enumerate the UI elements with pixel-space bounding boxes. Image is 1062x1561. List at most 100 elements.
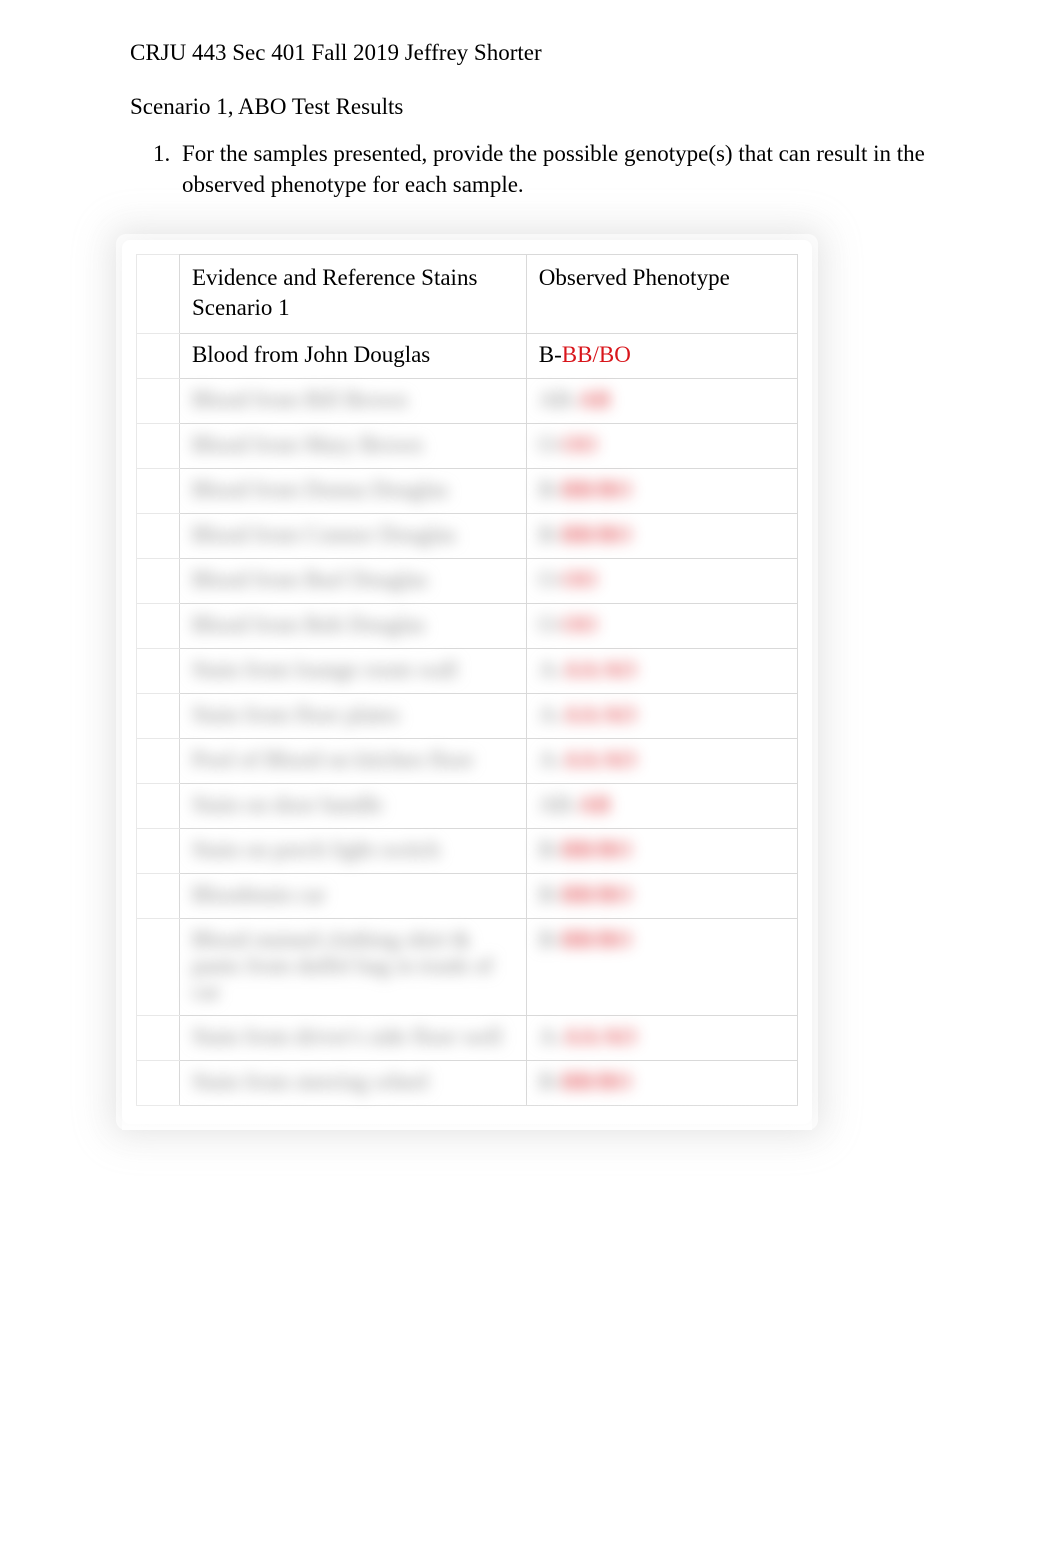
phenotype-prefix: O- xyxy=(539,567,563,592)
phenotype-genotype: BB/BO xyxy=(562,1069,631,1094)
cell-phenotype: O-OO xyxy=(526,423,797,468)
phenotype-genotype: AA/AO xyxy=(563,702,636,727)
phenotype-genotype: BB/BO xyxy=(562,522,631,547)
cell-evidence: Blood from Donna Douglas xyxy=(179,468,526,513)
cell-evidence: Stain from lounge room wall xyxy=(179,648,526,693)
table-row: Stain from floor plates A-AA/AO xyxy=(137,693,798,738)
phenotype-prefix: O- xyxy=(539,612,563,637)
row-stub xyxy=(137,873,180,918)
cell-phenotype: O-OO xyxy=(526,558,797,603)
cell-phenotype: B-BB/BO xyxy=(526,513,797,558)
row-stub xyxy=(137,918,180,1015)
table-row: Blood from John DouglasB-BB/BO xyxy=(137,333,798,378)
phenotype-prefix: A- xyxy=(539,747,563,772)
phenotype-genotype: AA/AO xyxy=(563,747,636,772)
table-row: Blood from Bob DouglasO-OO xyxy=(137,603,798,648)
row-stub xyxy=(137,333,180,378)
phenotype-genotype: AB xyxy=(578,387,610,412)
table-row: Stain from driver's side floor wellA-AA/… xyxy=(137,1015,798,1060)
cell-evidence: Blood from Bob Douglas xyxy=(179,603,526,648)
table-row: Stain from lounge room wall A-AA/AO xyxy=(137,648,798,693)
cell-phenotype: B-BB/BO xyxy=(526,1060,797,1105)
table-row: Stain from steering wheelB-BB/BO xyxy=(137,1060,798,1105)
phenotype-genotype: AA/AO xyxy=(563,657,636,682)
results-table-container: Evidence and Reference Stains Scenario 1… xyxy=(122,240,812,1124)
cell-phenotype: O-OO xyxy=(526,603,797,648)
cell-evidence: Stain from driver's side floor well xyxy=(179,1015,526,1060)
cell-phenotype: B-BB/BO xyxy=(526,918,797,1015)
row-stub xyxy=(137,558,180,603)
cell-evidence: Stain from steering wheel xyxy=(179,1060,526,1105)
row-stub xyxy=(137,828,180,873)
table-row: Blood from Donna DouglasB-BB/BO xyxy=(137,468,798,513)
question-list: For the samples presented, provide the p… xyxy=(130,138,932,200)
row-stub xyxy=(137,783,180,828)
cell-phenotype: B-BB/BO xyxy=(526,828,797,873)
table-row: Blood stained clothing shirt & pants fro… xyxy=(137,918,798,1015)
cell-evidence: Blood from Bill Brown xyxy=(179,378,526,423)
cell-evidence: Blood stained clothing shirt & pants fro… xyxy=(179,918,526,1015)
cell-evidence: Blood from Mary Brown xyxy=(179,423,526,468)
cell-evidence: Pool of Blood on kitchen floor xyxy=(179,738,526,783)
phenotype-genotype: OO xyxy=(563,612,596,637)
question-1: For the samples presented, provide the p… xyxy=(176,138,932,200)
cell-evidence: Stain on porch light switch xyxy=(179,828,526,873)
cell-phenotype: B-BB/BO xyxy=(526,873,797,918)
table-row: Bloodstain carB-BB/BO xyxy=(137,873,798,918)
header-evidence: Evidence and Reference Stains Scenario 1 xyxy=(179,255,526,334)
phenotype-genotype: BB/BO xyxy=(562,837,631,862)
cell-phenotype: A-AA/AO xyxy=(526,738,797,783)
cell-evidence: Stain from floor plates xyxy=(179,693,526,738)
header-phenotype: Observed Phenotype xyxy=(526,255,797,334)
phenotype-genotype: BB/BO xyxy=(562,477,631,502)
cell-evidence: Bloodstain car xyxy=(179,873,526,918)
cell-phenotype: A-AA/AO xyxy=(526,1015,797,1060)
table-row: Blood from Connor DouglasB-BB/BO xyxy=(137,513,798,558)
table-row: Stain on door handleAB-AB xyxy=(137,783,798,828)
phenotype-genotype: OO xyxy=(563,432,596,457)
phenotype-prefix: A- xyxy=(539,657,563,682)
phenotype-prefix: AB- xyxy=(539,387,579,412)
phenotype-genotype: AB xyxy=(578,792,610,817)
row-stub xyxy=(137,468,180,513)
phenotype-prefix: AB- xyxy=(539,792,579,817)
cell-phenotype: AB-AB xyxy=(526,783,797,828)
results-table: Evidence and Reference Stains Scenario 1… xyxy=(136,254,798,1106)
row-stub xyxy=(137,378,180,423)
phenotype-genotype: BB/BO xyxy=(562,882,631,907)
cell-phenotype: AB-AB xyxy=(526,378,797,423)
phenotype-genotype: OO xyxy=(563,567,596,592)
phenotype-prefix: B- xyxy=(539,477,562,502)
row-stub xyxy=(137,603,180,648)
phenotype-prefix: B- xyxy=(539,882,562,907)
table-header-row: Evidence and Reference Stains Scenario 1… xyxy=(137,255,798,334)
header-stub xyxy=(137,255,180,334)
table-row: Blood from Burl DouglasO-OO xyxy=(137,558,798,603)
phenotype-prefix: B- xyxy=(539,927,562,952)
section-title: Scenario 1, ABO Test Results xyxy=(130,94,932,120)
table-row: Stain on porch light switchB-BB/BO xyxy=(137,828,798,873)
phenotype-prefix: O- xyxy=(539,432,563,457)
phenotype-genotype: AA/AO xyxy=(563,1024,636,1049)
phenotype-prefix: B- xyxy=(539,522,562,547)
row-stub xyxy=(137,648,180,693)
table-row: Blood from Mary BrownO-OO xyxy=(137,423,798,468)
row-stub xyxy=(137,513,180,558)
row-stub xyxy=(137,738,180,783)
table-body: Blood from John DouglasB-BB/BOBlood from… xyxy=(137,333,798,1105)
cell-phenotype: B-BB/BO xyxy=(526,333,797,378)
table-row: Blood from Bill BrownAB-AB xyxy=(137,378,798,423)
phenotype-genotype: BB/BO xyxy=(562,927,631,952)
phenotype-genotype: BB/BO xyxy=(562,342,631,367)
cell-evidence: Blood from John Douglas xyxy=(179,333,526,378)
cell-evidence: Blood from Burl Douglas xyxy=(179,558,526,603)
row-stub xyxy=(137,1015,180,1060)
row-stub xyxy=(137,693,180,738)
phenotype-prefix: A- xyxy=(539,1024,563,1049)
cell-phenotype: B-BB/BO xyxy=(526,468,797,513)
phenotype-prefix: B- xyxy=(539,342,562,367)
course-header: CRJU 443 Sec 401 Fall 2019 Jeffrey Short… xyxy=(130,40,932,66)
cell-evidence: Stain on door handle xyxy=(179,783,526,828)
row-stub xyxy=(137,423,180,468)
phenotype-prefix: A- xyxy=(539,702,563,727)
